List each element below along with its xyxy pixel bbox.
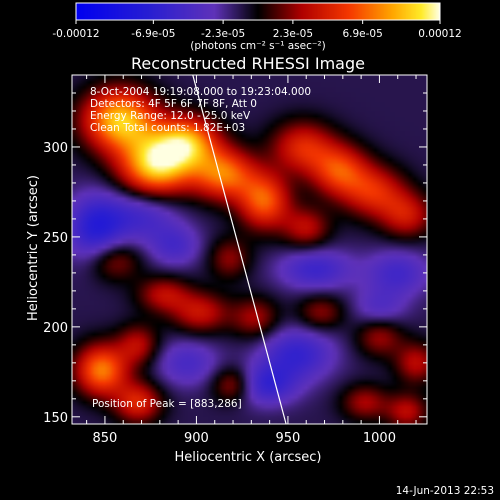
colorbar: -0.00012 -6.9e-05 -2.3e-05 2.3e-05 6.9e-05 0.… [52, 2, 462, 52]
colorbar-units-label: (photons cm⁻² s⁻¹ asec⁻²) [190, 40, 325, 52]
colorbar-gradient [76, 3, 440, 20]
x-tick-label: 900 [184, 431, 209, 446]
heatmap-image [72, 75, 427, 424]
colorbar-tick-label: 2.3e-05 [273, 28, 313, 40]
x-tick-label: 850 [93, 431, 118, 446]
x-axis-label: Heliocentric X (arcsec) [175, 450, 322, 465]
peak-position-label: Position of Peak = [883,286] [92, 398, 242, 410]
colorbar-tick-label: -0.00012 [52, 28, 99, 40]
y-tick-label: 250 [43, 231, 68, 246]
x-tick-label: 1000 [363, 431, 396, 446]
chart-title: Reconstructed RHESSI Image [131, 54, 365, 73]
annotation-detectors: Detectors: 4F 5F 6F 7F 8F, Att 0 [90, 98, 257, 110]
y-tick-label: 300 [43, 141, 68, 156]
annotation-counts: Clean Total counts: 1.82E+03 [90, 122, 245, 134]
plot-area [72, 75, 427, 424]
solar-limb-line [192, 75, 287, 424]
colorbar-frame [75, 2, 441, 21]
colorbar-tick-label: -2.3e-05 [201, 28, 245, 40]
colorbar-tick-label: -6.9e-05 [131, 28, 175, 40]
footer-timestamp: 14-Jun-2013 22:53 [396, 485, 494, 497]
y-axis-label: Heliocentric Y (arcsec) [26, 175, 41, 321]
colorbar-tick-label: 0.00012 [418, 28, 461, 40]
plot-frame [71, 74, 428, 425]
annotation-energy-range: Energy Range: 12.0 - 25.0 keV [90, 110, 251, 122]
y-tick-label: 150 [43, 411, 68, 426]
annotation-block: 8-Oct-2004 19:19:08.000 to 19:23:04.000 … [90, 86, 311, 134]
x-tick-label: 950 [276, 431, 301, 446]
colorbar-ticks: -0.00012 -6.9e-05 -2.3e-05 2.3e-05 6.9e-05 0.… [52, 20, 462, 40]
colorbar-tick-label: 6.9e-05 [342, 28, 382, 40]
axis-ticks: 850 900 950 1000 150 200 250 300 [43, 74, 427, 446]
annotation-time-range: 8-Oct-2004 19:19:08.000 to 19:23:04.000 [90, 86, 311, 98]
y-tick-label: 200 [43, 321, 68, 336]
